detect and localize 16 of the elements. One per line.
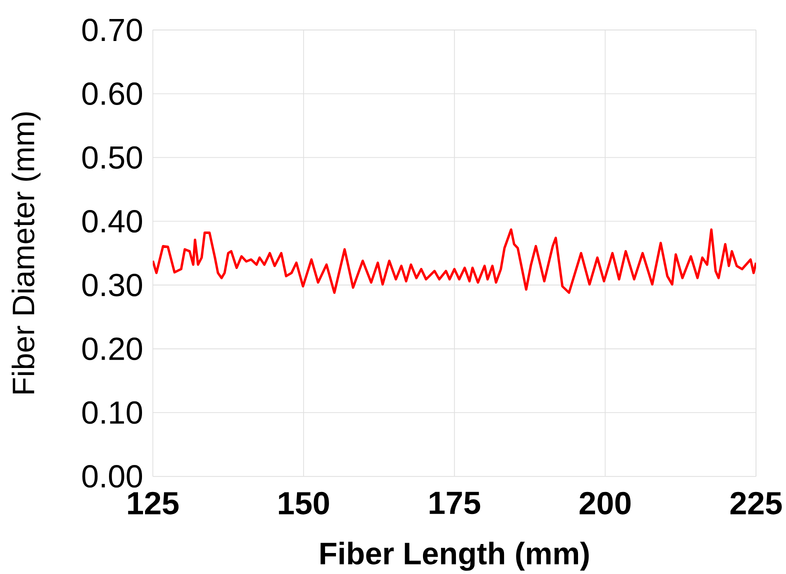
x-axis-title: Fiber Length (mm) bbox=[320, 542, 589, 571]
line-series bbox=[152, 228, 756, 294]
y-tick-label: 0.60 bbox=[82, 82, 142, 105]
x-tick-label: 225 bbox=[730, 492, 782, 514]
y-tick-label: 0.30 bbox=[82, 274, 142, 296]
x-tick-label: 150 bbox=[278, 492, 329, 514]
y-tick-label: 0.70 bbox=[82, 18, 142, 42]
x-tick-label: 175 bbox=[430, 492, 480, 514]
y-tick-label: 0.40 bbox=[82, 210, 142, 233]
y-tick-label: 0.20 bbox=[82, 337, 142, 360]
y-tick-label: 0.00 bbox=[82, 465, 142, 488]
y-tick-label: 0.50 bbox=[82, 146, 142, 169]
y-axis-title: Fiber Diameter (mm) bbox=[12, 112, 41, 394]
y-tick-label: 0.10 bbox=[82, 401, 142, 424]
x-tick-label: 200 bbox=[580, 492, 631, 514]
x-tick-label: 125 bbox=[128, 492, 179, 514]
